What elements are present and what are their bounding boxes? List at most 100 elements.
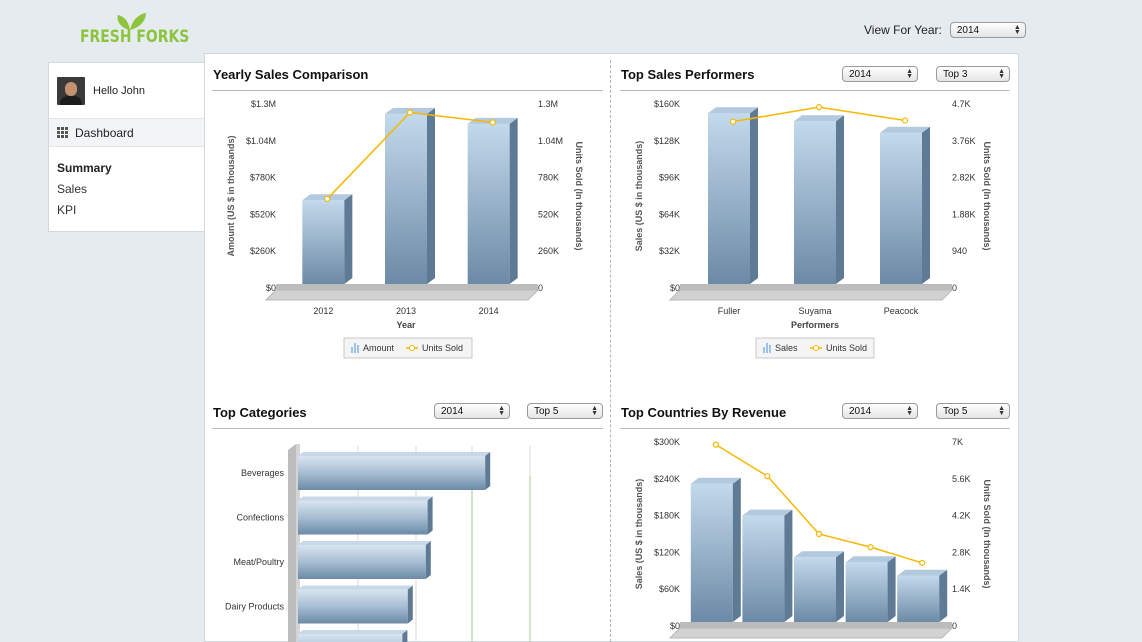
chart-floor-edge [680,622,952,628]
sidebar-item-summary[interactable]: Summary [57,161,112,175]
units-sold-point [901,117,909,124]
bar-side [425,541,431,579]
bar [298,545,426,579]
units-sold-point [712,441,719,448]
y2-tick-label: 7K [952,437,963,447]
y-axis-title: Sales (US $ in thousands) [634,479,644,590]
select-arrows-icon: ▲ ▼ [498,405,505,417]
chart-wall-side [288,444,296,642]
bar [897,575,940,622]
bar-side [750,107,758,284]
bar-top [298,496,433,501]
y2-tick-label: 1.04M [538,136,563,146]
select-arrows-icon: ▲ ▼ [1013,24,1021,36]
select-arrows-icon: ▲ ▼ [906,405,913,417]
y-tick-label: Dairy Products [225,602,285,612]
chart-floor [668,627,954,639]
bar [845,562,888,622]
y2-tick-label: 2.8K [952,547,971,557]
categories-top-select[interactable]: Top 5 ▲ ▼ [527,403,603,419]
bar-top [880,126,930,133]
x-tick-label: 2013 [396,306,416,316]
y-tick-label: $780K [250,173,276,183]
top-categories-chart: Beverages Confections Meat/Poultry Dairy Pr… [225,444,531,642]
y-tick-label: Beverages [241,468,285,478]
bar [385,113,427,285]
year-select[interactable]: 2014 ▲ ▼ [949,22,1026,38]
units-sold-point [815,104,823,111]
units-sold-point [489,119,496,126]
y2-tick-label: 4.7K [952,99,971,109]
y2-tick-label: 0 [952,283,957,293]
units-sold-point [324,195,331,202]
legend-line-marker [813,345,819,351]
bar [298,500,428,535]
y2-tick-label: 1.3M [538,99,558,109]
y-axis-title: Amount (US $ in thousands) [226,136,236,257]
performers-year-select[interactable]: 2014 ▲ ▼ [842,66,918,82]
y-tick-label: $240K [654,474,680,484]
yearly-sales-title: Yearly Sales Comparison [213,67,369,82]
y-tick-label: $520K [250,209,276,219]
bar-side [344,194,353,284]
y-tick-label: $1.3M [251,99,276,109]
legend-bar-swatch [354,343,356,353]
sidebar-item-sales[interactable]: Sales [57,182,88,196]
categories-year-select[interactable]: 2014 ▲ ▼ [434,403,510,419]
top-countries-chart: $0 $60K $120K $180K $240K $300K 0 1.4K 2.8K 4.2K 5… [634,437,992,639]
legend-bar-swatch [357,345,359,353]
bar [298,634,403,642]
y2-tick-label: 0 [952,621,957,631]
avatar [57,76,85,105]
bar-top [690,477,741,484]
bar-side [485,452,491,490]
y2-tick-label: 0 [538,283,543,293]
y2-tick-label: 5.6K [952,474,971,484]
y-tick-label: Meat/Poultry [233,557,284,567]
countries-top-select[interactable]: Top 5 ▲ ▼ [936,403,1010,419]
x-tick-label: Peacock [884,306,919,316]
sidebar-item-kpi[interactable]: KPI [57,203,77,217]
legend-line-marker [409,345,415,351]
bar [708,113,750,284]
y-tick-label: $1.04M [246,136,276,146]
y-tick-label: $160K [654,99,680,109]
y2-tick-label: 1.4K [952,584,971,594]
bar [742,515,785,622]
x-tick-label: 2014 [479,306,499,316]
chart-wall [296,444,300,642]
y2-tick-label: 2.82K [952,173,976,183]
bar-top [708,107,758,114]
countries-year-select[interactable]: 2014 ▲ ▼ [842,403,918,419]
y-tick-label: Confections [236,513,284,523]
year-filter: View For Year: 2014 ▲ ▼ [864,22,1026,38]
bar-top [298,452,491,456]
units-sold-point [815,530,823,538]
y-tick-label: $0 [670,621,680,631]
top-categories-title: Top Categories [213,405,307,420]
sidebar-item-dashboard[interactable]: Dashboard [49,119,204,147]
y-tick-label: $120K [654,547,680,557]
sidebar-nav: Summary Sales KPI [49,147,204,224]
units-sold-point [867,544,874,551]
bar-side [922,126,930,284]
chart-floor [668,289,954,301]
legend-bar-swatch [769,345,771,353]
y-tick-label: $0 [670,283,680,293]
brand-logo[interactable]: FRESH FORKS [80,12,189,48]
select-arrows-icon: ▲ ▼ [906,68,913,80]
units-sold-point [406,109,414,116]
select-arrows-icon: ▲ ▼ [998,405,1005,417]
bar-side [836,115,844,284]
bar-side [427,496,433,535]
bar-top [794,551,844,558]
performers-top-select[interactable]: Top 3 ▲ ▼ [936,66,1010,82]
select-arrows-icon: ▲ ▼ [998,68,1005,80]
x-tick-label: 2012 [313,306,333,316]
y2-tick-label: 3.76K [952,136,976,146]
chart-floor-edge [680,284,952,290]
y-axis-title: Sales (US $ in thousands) [634,141,644,252]
bar-side [939,569,948,622]
y-tick-label: $180K [654,511,680,521]
user-card[interactable]: Hello John [49,63,204,119]
